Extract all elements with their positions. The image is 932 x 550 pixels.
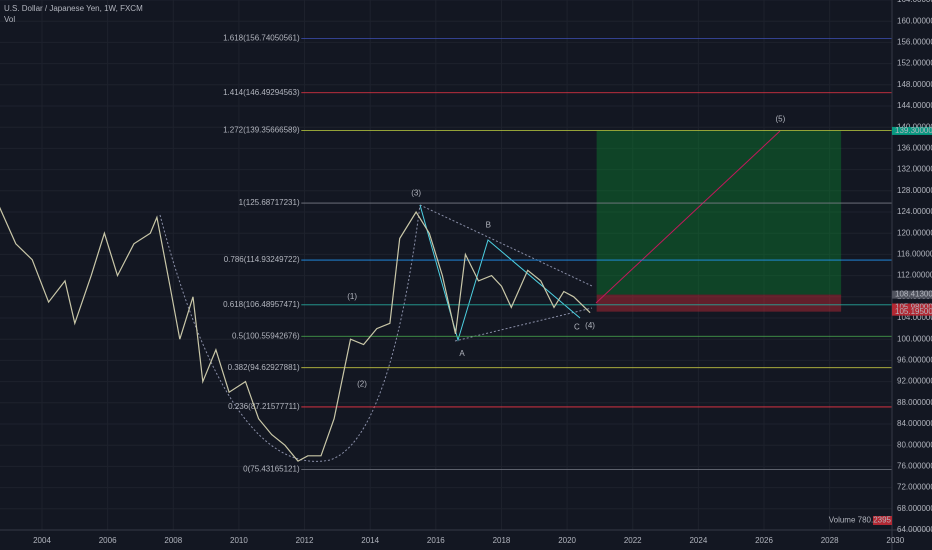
y-tick-label: 136.0000000: [897, 144, 932, 153]
x-tick-label: 2006: [99, 536, 117, 545]
y-tick-label: 152.0000000: [897, 59, 932, 68]
price-tag-label: 105.19500000: [895, 307, 932, 316]
price-axis: [892, 0, 932, 550]
projection: [595, 130, 781, 304]
wave-label: (3): [411, 189, 421, 198]
y-tick-label: 80.0000000: [897, 440, 932, 449]
y-tick-label: 140.0000000: [897, 122, 932, 131]
trendline: [454, 307, 593, 342]
volume-label: Volume 780.2395: [829, 516, 892, 525]
price-tag-label: 105.98000000: [895, 303, 932, 312]
y-tick-label: 92.0000000: [897, 377, 932, 386]
price-tag: [892, 307, 932, 316]
wave-label: B: [486, 220, 491, 229]
fib-label: 0.382(94.62927881): [228, 363, 300, 372]
y-tick-label: 160.0000000: [897, 16, 932, 25]
x-tick-label: 2008: [164, 536, 182, 545]
y-tick-label: 120.0000000: [897, 228, 932, 237]
price-tag: [892, 290, 932, 299]
price-tag: [892, 126, 932, 135]
price-tag-label: 139.30000000: [895, 126, 932, 135]
y-tick-label: 156.0000000: [897, 38, 932, 47]
x-tick-label: 2014: [361, 536, 379, 545]
wave-label: C: [574, 323, 580, 332]
y-tick-label: 128.0000000: [897, 186, 932, 195]
wave-label: (5): [776, 114, 786, 123]
header-vol: Vol: [4, 15, 15, 24]
wave-label: (4): [585, 321, 595, 330]
profit-zone: [596, 130, 842, 295]
fib-label: 0.618(106.48957471): [223, 300, 300, 309]
x-tick-label: 2020: [558, 536, 576, 545]
wave-label: A: [459, 349, 465, 358]
x-tick-label: 2024: [689, 536, 707, 545]
y-tick-label: 72.0000000: [897, 483, 932, 492]
x-tick-label: 2030: [886, 536, 904, 545]
grid: [0, 0, 896, 531]
fib-label: 1.618(156.74050561): [223, 34, 300, 43]
position-zones: [596, 130, 842, 312]
y-tick-label: 84.0000000: [897, 419, 932, 428]
plot: 0(75.43165121) 0.236(87.21577711) 0.382(94…: [0, 34, 892, 474]
loss-zone: [596, 294, 842, 312]
y-tick-label: 112.0000000: [897, 271, 932, 280]
fib-label: 1(125.68717231): [239, 198, 300, 207]
x-tick-label: 2004: [33, 536, 51, 545]
x-tick-label: 2026: [755, 536, 773, 545]
y-tick-label: 104.0000000: [897, 313, 932, 322]
x-tick-label: 2022: [624, 536, 642, 545]
trendlines: [159, 130, 781, 462]
x-tick-label: 2010: [230, 536, 248, 545]
wave-label: (2): [357, 379, 367, 388]
y-tick-label: 64.0000000: [897, 525, 932, 534]
wave-label: (1): [347, 292, 357, 301]
price-tag: [892, 303, 932, 312]
abc-line: [419, 204, 581, 342]
fib-label: 1.272(139.35666589): [223, 126, 300, 135]
price-tag-label: 108.41300000: [895, 290, 932, 299]
fib-label: 0(75.43165121): [243, 465, 300, 474]
x-tick-label: 2016: [427, 536, 445, 545]
y-tick-label: 132.0000000: [897, 165, 932, 174]
y-tick-label: 68.0000000: [897, 504, 932, 513]
y-tick-label: 100.0000000: [897, 334, 932, 343]
fib-label: 1.414(146.49294563): [223, 88, 300, 97]
y-tick-label: 76.0000000: [897, 462, 932, 471]
fib-label: 0.786(114.93249722): [224, 255, 300, 264]
y-tick-label: 164.0000000: [897, 0, 932, 4]
y-tick-label: 144.0000000: [897, 101, 932, 110]
header-title: U.S. Dollar / Japanese Yen, 1W, FXCM: [4, 4, 143, 13]
y-tick-label: 124.0000000: [897, 207, 932, 216]
x-tick-label: 2018: [493, 536, 511, 545]
y-tick-label: 96.0000000: [897, 356, 932, 365]
y-tick-label: 148.0000000: [897, 80, 932, 89]
x-tick-label: 2012: [296, 536, 314, 545]
volume-tag: [873, 516, 892, 525]
fib-label: 0.236(87.21577711): [228, 402, 300, 411]
fib-label: 0.5(100.55942676): [232, 331, 300, 340]
price-line: [0, 206, 591, 462]
x-tick-label: 2028: [821, 536, 839, 545]
y-tick-label: 88.0000000: [897, 398, 932, 407]
curve: [159, 204, 421, 462]
y-tick-label: 116.0000000: [897, 250, 932, 259]
